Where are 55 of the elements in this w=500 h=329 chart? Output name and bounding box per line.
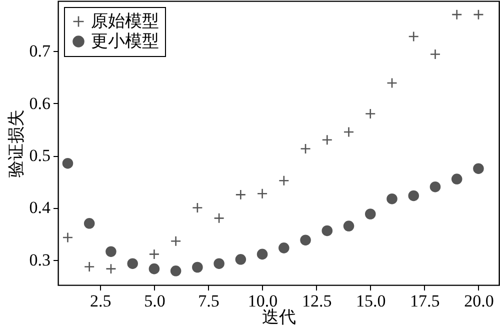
point xyxy=(451,174,462,184)
legend-label: 更小模型 xyxy=(91,32,159,50)
x-axis-title: 迭代 xyxy=(262,308,296,326)
point xyxy=(322,225,333,236)
x-tick-label: 7.5 xyxy=(198,292,220,310)
point xyxy=(127,258,138,269)
point xyxy=(386,78,398,88)
point xyxy=(343,220,354,232)
point xyxy=(278,175,290,186)
point xyxy=(62,158,74,169)
point xyxy=(408,190,420,202)
point xyxy=(386,193,398,204)
point xyxy=(364,108,376,120)
x-tick-label: 2.5 xyxy=(90,292,112,310)
point xyxy=(148,263,160,274)
y-tick-label: 0.6 xyxy=(29,94,50,113)
point xyxy=(106,263,116,274)
point xyxy=(300,143,311,154)
point xyxy=(322,134,333,146)
point xyxy=(235,189,246,200)
x-tick-label: 17.5 xyxy=(410,292,440,310)
point xyxy=(300,234,311,246)
x-tick-label: 15.0 xyxy=(356,292,386,310)
y-tick-label: 0.5 xyxy=(29,146,50,166)
point xyxy=(408,31,420,42)
point xyxy=(192,202,203,214)
point xyxy=(192,262,203,273)
point xyxy=(430,181,441,192)
point xyxy=(62,232,74,243)
point xyxy=(84,218,95,229)
y-tick-label: 0.3 xyxy=(29,250,50,270)
y-tick-label: 0.4 xyxy=(29,198,51,218)
x-tick-label: 12.5 xyxy=(302,292,332,310)
point xyxy=(170,236,182,247)
point xyxy=(473,9,484,20)
point xyxy=(84,261,95,272)
point xyxy=(256,248,268,260)
y-tick-label: 0.7 xyxy=(29,42,51,61)
point xyxy=(170,266,182,276)
point xyxy=(430,48,441,60)
point xyxy=(235,254,246,265)
point xyxy=(343,126,354,138)
point xyxy=(148,248,160,260)
point xyxy=(473,163,484,174)
point xyxy=(278,242,290,254)
point xyxy=(214,212,224,224)
x-tick-label: 20.0 xyxy=(464,292,494,310)
x-tick-label: 5.0 xyxy=(144,292,166,310)
point xyxy=(364,208,376,220)
point xyxy=(106,246,116,257)
legend-label: 原始模型 xyxy=(91,12,159,30)
point xyxy=(214,258,224,269)
point xyxy=(451,9,462,20)
y-axis-title: 验证损失 xyxy=(6,110,26,178)
point xyxy=(256,188,268,200)
